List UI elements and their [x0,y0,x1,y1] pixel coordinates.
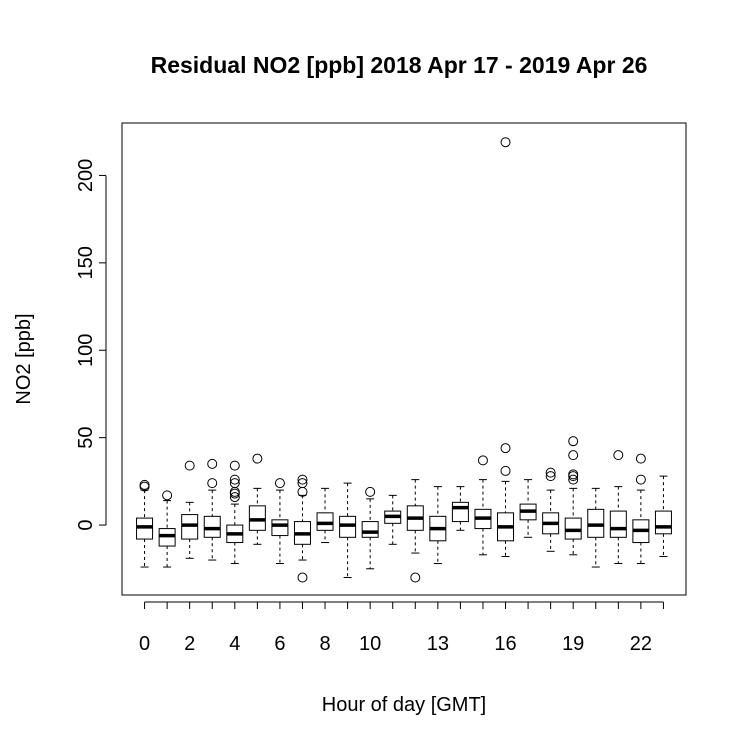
outlier-point [635,453,646,464]
x-axis: 0 2 4 6 8 10 13 16 19 22 [139,601,664,655]
box-hour-3 [203,458,221,561]
x-tick-label: 0 [139,633,150,655]
x-tick-label: 8 [319,633,330,655]
box-hour-11 [384,494,402,545]
outlier-point [477,455,488,466]
box-hour-9 [339,482,357,579]
outlier-point [635,474,646,485]
x-tick-label: 22 [630,633,652,655]
box-hour-5 [248,453,266,545]
y-tick-label: 150 [75,246,97,279]
box-hour-10 [361,486,379,570]
box-hour-6 [271,478,289,565]
outlier-point [545,467,556,478]
y-tick-label: 100 [75,334,97,367]
outlier-point [500,465,511,476]
outlier-point [545,471,556,482]
outlier-point [568,474,579,485]
x-tick-label: 4 [229,633,240,655]
box-hour-14 [451,486,469,531]
outlier-point [297,478,308,489]
box-hour-17 [519,479,537,538]
y-axis-title: NO2 [ppb] [13,313,35,404]
chart-title: Residual NO2 [ppb] 2018 Apr 17 - 2019 Ap… [151,52,648,78]
outlier-point [207,478,218,489]
outlier-point [229,478,240,489]
boxplot-series [136,137,672,583]
outlier-point [139,479,150,490]
outlier-point [568,450,579,461]
outlier-point [229,492,240,503]
box-body [451,501,469,523]
outlier-point [184,460,195,471]
box-body [361,521,379,538]
box-hour-19 [564,436,582,556]
outlier-point [252,453,263,464]
x-axis-title: Hour of day [GMT] [322,694,487,716]
outlier-point [297,474,308,485]
y-tick-label: 200 [75,159,97,192]
outlier-point [229,460,240,471]
outlier-point [365,486,376,497]
x-tick-label: 10 [359,633,381,655]
box-hour-12 [406,479,424,583]
box-hour-18 [542,467,560,552]
box-hour-22 [632,453,650,565]
box-hour-16 [497,137,515,558]
x-tick-label: 19 [562,633,584,655]
plot-frame [121,122,687,596]
x-tick-label: 2 [184,633,195,655]
outlier-point [274,478,285,489]
outlier-point [568,436,579,447]
box-hour-21 [609,450,627,565]
box-body [271,519,289,537]
y-tick-label: 0 [75,520,97,531]
outlier-point [500,443,511,454]
x-tick-label: 16 [494,633,516,655]
box-hour-1 [158,490,176,568]
outlier-point [229,474,240,485]
box-hour-7 [293,474,311,583]
box-hour-0 [136,479,154,568]
outlier-point [500,137,511,148]
box-hour-13 [429,486,447,565]
outlier-point [207,458,218,469]
outlier-point [410,572,421,583]
box-hour-23 [654,475,672,558]
box-body [609,510,627,538]
box-hour-4 [226,460,244,565]
outlier-point [297,572,308,583]
y-tick-label: 50 [75,427,97,449]
box-hour-20 [587,487,605,568]
box-hour-8 [316,487,334,544]
box-hour-2 [181,460,199,559]
y-axis: 0 50 100 150 200 [75,159,107,531]
outlier-point [613,450,624,461]
x-tick-label: 6 [274,633,285,655]
box-body [654,510,672,535]
x-tick-label: 13 [427,633,449,655]
box-hour-15 [474,455,492,556]
outlier-point [162,490,173,501]
outlier-point [568,469,579,480]
